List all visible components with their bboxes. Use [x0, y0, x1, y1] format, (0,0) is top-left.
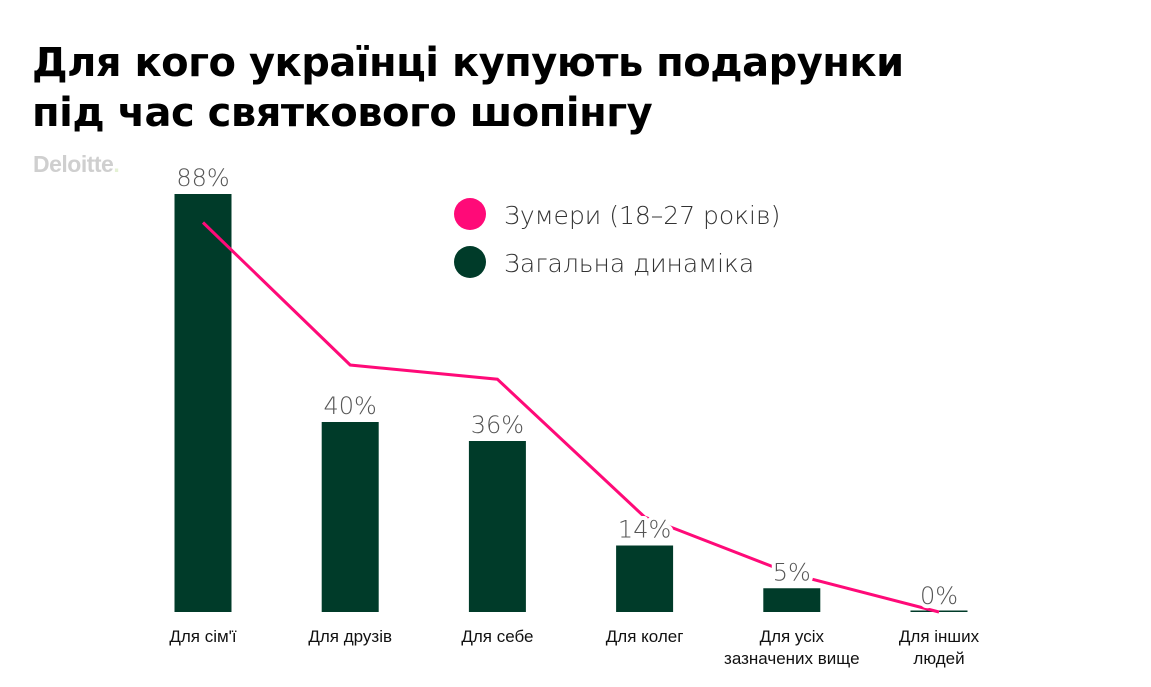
title-line-2: під час святкового шопінгу — [32, 90, 653, 136]
bar-value-label: 40% — [324, 392, 377, 420]
category-label: Для друзів — [308, 627, 392, 646]
bar-value-label: 0% — [920, 582, 958, 610]
zoomers-line — [201, 221, 940, 614]
deloitte-logo: Deloitte. — [33, 151, 120, 178]
bar — [468, 441, 526, 612]
category-label: Для сім'ї — [169, 627, 237, 646]
category-label: людей — [913, 649, 964, 668]
logo-text: Deloitte — [33, 151, 114, 177]
logo-dot: . — [113, 151, 120, 177]
category-label: Для колег — [606, 627, 684, 646]
bar-value-label: 36% — [471, 411, 524, 439]
bar — [616, 545, 674, 612]
bar-value-label: 14% — [618, 516, 671, 544]
category-label: Для інших — [899, 627, 980, 646]
bar-value-label: 88% — [176, 164, 229, 192]
category-label: Для себе — [461, 627, 533, 646]
legend-marker — [454, 198, 486, 230]
category-label: зазначених вище — [724, 649, 860, 668]
chart-title: Для кого українці купують подарунки під … — [32, 38, 904, 138]
bar — [763, 588, 821, 612]
bar — [321, 422, 379, 612]
title-line-1: Для кого українці купують подарунки — [32, 40, 904, 86]
bar — [174, 194, 232, 612]
legend-marker — [454, 246, 486, 278]
legend-label: Зумери (18–27 років) — [504, 201, 780, 230]
category-label: Для усіх — [760, 627, 825, 646]
legend-label: Загальна динаміка — [504, 249, 754, 278]
bar-value-label: 5% — [773, 558, 811, 586]
